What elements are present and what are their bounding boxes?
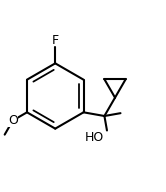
Text: HO: HO bbox=[84, 131, 104, 144]
Text: F: F bbox=[52, 34, 59, 46]
Text: O: O bbox=[8, 114, 18, 127]
